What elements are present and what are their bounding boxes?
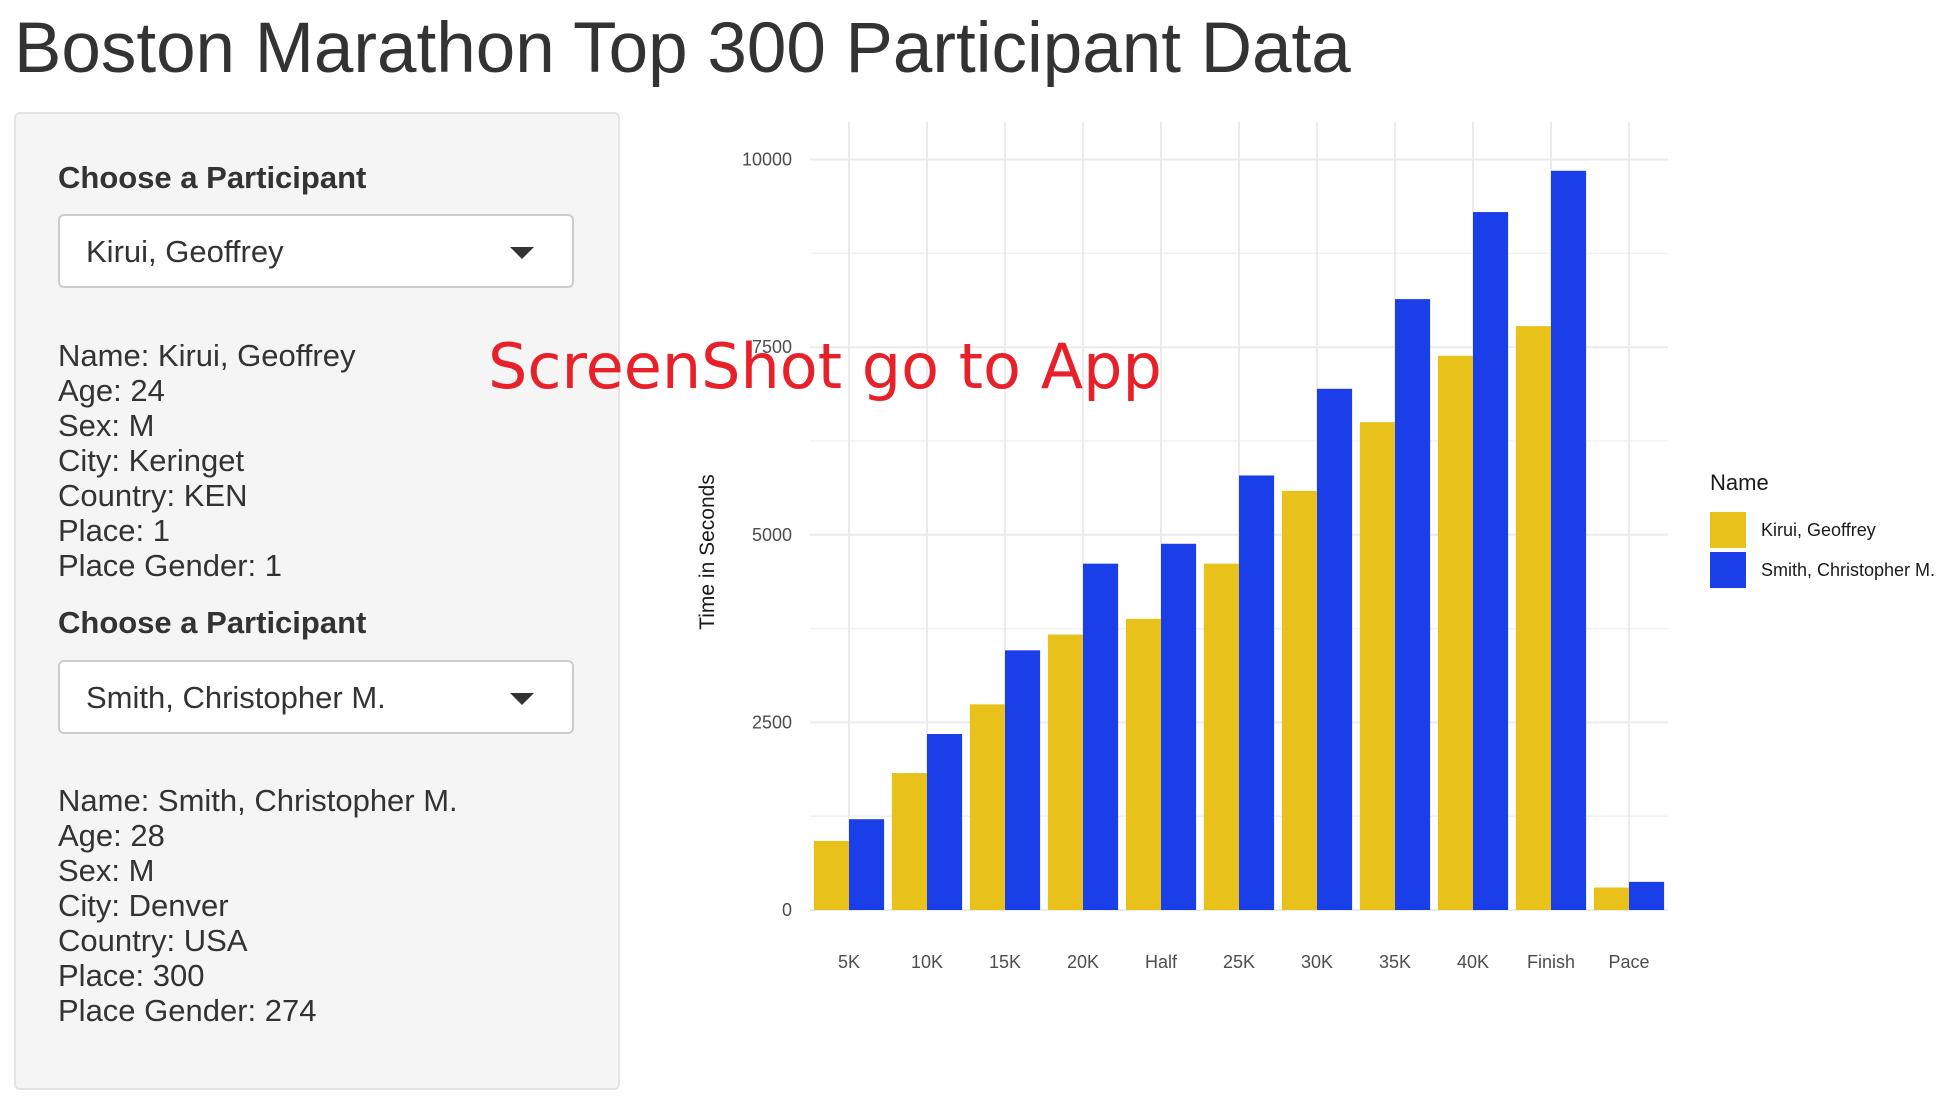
y-tick-label: 7500: [752, 337, 792, 357]
bar-1-25k: [1203, 563, 1239, 910]
bar-1-35k: [1359, 422, 1395, 910]
x-tick-label: Pace: [1608, 952, 1649, 972]
bar-1-30k: [1281, 490, 1317, 910]
bar-2-30k: [1317, 388, 1353, 910]
participant-2-label: Choose a Participant: [58, 605, 367, 640]
x-tick-label: Half: [1145, 952, 1178, 972]
y-tick-label: 2500: [752, 712, 792, 732]
screenshot-watermark: ScreenShot go to App: [488, 330, 1162, 403]
bar-2-25k: [1239, 475, 1275, 910]
x-tick-label: 30K: [1301, 952, 1333, 972]
bar-2-5k: [849, 819, 885, 910]
x-tick-label: 10K: [911, 952, 943, 972]
participant-2-place: Place: 300: [58, 958, 205, 993]
caret-down-icon[interactable]: [510, 247, 534, 259]
bar-1-pace: [1593, 887, 1629, 910]
x-tick-label: Finish: [1527, 952, 1575, 972]
bar-1-15k: [969, 704, 1005, 910]
participant-2-sex: Sex: M: [58, 853, 155, 888]
bar-1-40k: [1437, 355, 1473, 910]
participant-1-city: City: Keringet: [58, 443, 245, 478]
legend-swatch: [1710, 552, 1746, 588]
split-times-chart: 0 2500 5000 7500 10000 5K 10K 15K 20K Half 25K 30K 3…: [696, 122, 1935, 972]
page-title: Boston Marathon Top 300 Participant Data: [14, 9, 1351, 88]
participant-2-name: Name: Smith, Christopher M.: [58, 783, 458, 818]
legend-swatch: [1710, 512, 1746, 548]
participant-1-info: Name: Kirui, Geoffrey Age: 24 Sex: M Cit…: [58, 338, 355, 583]
y-axis-label: Time in Seconds: [696, 474, 719, 630]
bar-1-5k: [813, 840, 849, 910]
bar-2-finish: [1551, 170, 1587, 910]
participant-1-select[interactable]: Kirui, Geoffrey: [58, 214, 574, 288]
bar-1-half: [1125, 618, 1161, 910]
x-tick-label: 15K: [989, 952, 1021, 972]
participant-1-country: Country: KEN: [58, 478, 248, 513]
participant-2-age: Age: 28: [58, 818, 165, 853]
x-tick-label: 25K: [1223, 952, 1255, 972]
participant-2-info: Name: Smith, Christopher M. Age: 28 Sex:…: [58, 783, 458, 1028]
participant-2-place-gender: Place Gender: 274: [58, 993, 317, 1028]
x-tick-label: 20K: [1067, 952, 1099, 972]
sidebar-panel: Choose a Participant Kirui, Geoffrey Nam…: [14, 112, 620, 1090]
participant-1-sex: Sex: M: [58, 408, 155, 443]
legend-title: Name: [1710, 470, 1769, 495]
y-tick-label: 0: [782, 900, 792, 920]
bar-2-half: [1161, 543, 1197, 910]
x-tick-label: 40K: [1457, 952, 1489, 972]
legend-entry: Smith, Christopher M.: [1761, 560, 1935, 580]
bar-1-finish: [1515, 326, 1551, 910]
bar-2-40k: [1473, 212, 1509, 911]
participant-2-selected-value: Smith, Christopher M.: [86, 680, 386, 715]
participant-1-label: Choose a Participant: [58, 160, 367, 195]
bar-1-10k: [891, 773, 927, 910]
participant-1-name: Name: Kirui, Geoffrey: [58, 338, 356, 373]
legend-entry: Kirui, Geoffrey: [1761, 520, 1876, 540]
y-tick-label: 10000: [742, 150, 792, 170]
participant-1-place: Place: 1: [58, 513, 171, 548]
x-tick-label: 35K: [1379, 952, 1411, 972]
participant-2-select[interactable]: Smith, Christopher M.: [58, 660, 574, 734]
bar-2-35k: [1395, 299, 1431, 910]
caret-down-icon[interactable]: [510, 693, 534, 705]
bar-2-15k: [1005, 650, 1041, 910]
participant-2-country: Country: USA: [58, 923, 248, 958]
participant-1-age: Age: 24: [58, 373, 165, 408]
y-tick-label: 5000: [752, 525, 792, 545]
participant-1-place-gender: Place Gender: 1: [58, 548, 283, 583]
x-tick-label: 5K: [838, 952, 860, 972]
bar-1-20k: [1047, 634, 1083, 910]
participant-1-selected-value: Kirui, Geoffrey: [86, 234, 284, 269]
bar-2-pace: [1629, 881, 1665, 910]
bar-2-20k: [1083, 563, 1119, 910]
bar-2-10k: [927, 734, 963, 910]
participant-2-city: City: Denver: [58, 888, 229, 923]
